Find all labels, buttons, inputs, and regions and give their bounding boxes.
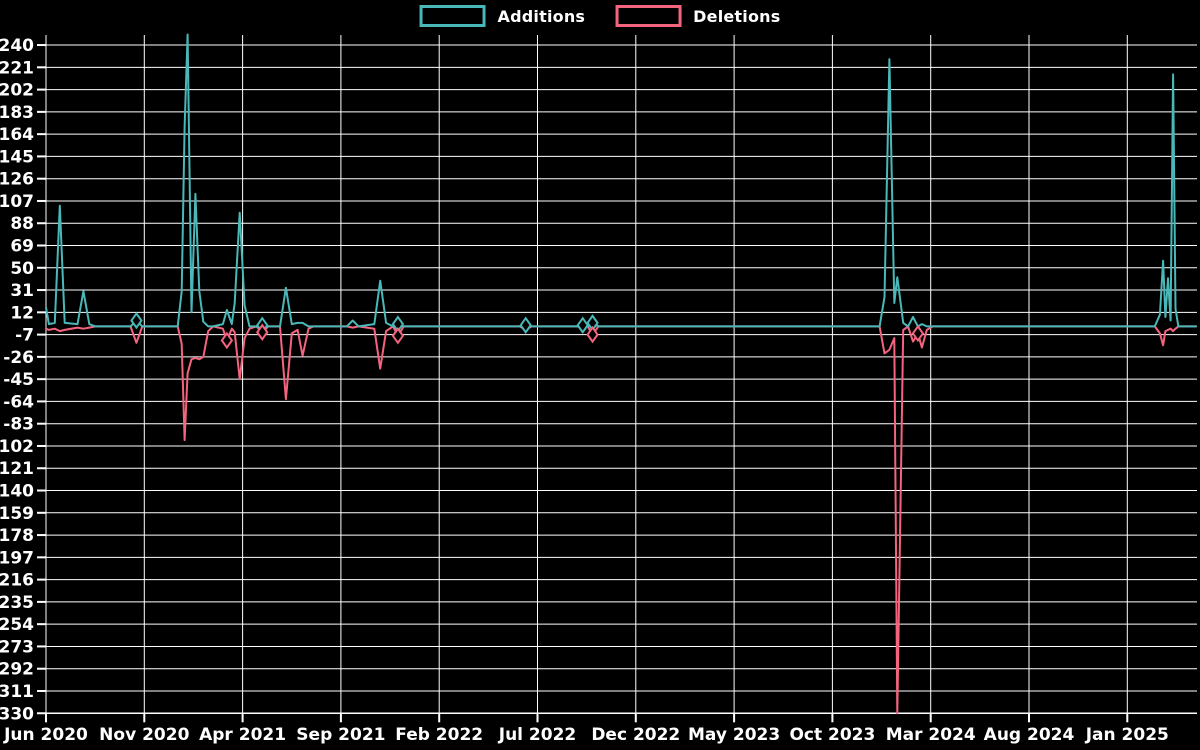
x-tick-label: Oct 2023 bbox=[789, 725, 875, 745]
legend-label-additions: Additions bbox=[497, 6, 586, 26]
x-tick-label: Mar 2024 bbox=[886, 725, 976, 745]
additions-swatch bbox=[419, 5, 486, 27]
y-tick-label: 202 bbox=[0, 81, 34, 101]
y-tick-label: 221 bbox=[0, 58, 34, 78]
y-tick-label: -64 bbox=[3, 392, 34, 412]
y-tick-label: -102 bbox=[0, 437, 34, 457]
x-tick-label: Jun 2020 bbox=[3, 725, 88, 745]
y-tick-label: -159 bbox=[0, 504, 34, 524]
y-tick-label: -178 bbox=[0, 526, 34, 546]
legend-label-deletions: Deletions bbox=[693, 6, 781, 26]
x-tick-label: Nov 2020 bbox=[99, 725, 189, 745]
y-tick-label: -7 bbox=[15, 326, 34, 346]
y-tick-label: -330 bbox=[0, 704, 34, 724]
y-tick-label: 183 bbox=[0, 103, 34, 123]
y-tick-label: 12 bbox=[10, 303, 34, 323]
deletions-diamond-marker bbox=[911, 324, 925, 343]
additions-diamond-marker bbox=[576, 316, 589, 334]
deletions-diamond-marker bbox=[256, 323, 269, 341]
additions-line bbox=[45, 33, 1198, 328]
chart-legend: Additions Deletions bbox=[419, 5, 781, 27]
x-tick-label: Sep 2021 bbox=[296, 725, 385, 745]
y-tick-label: -45 bbox=[3, 370, 34, 390]
y-tick-label: 240 bbox=[0, 36, 34, 56]
x-tick-label: Aug 2024 bbox=[984, 725, 1075, 745]
deletions-diamond-marker bbox=[220, 331, 234, 350]
legend-item-deletions[interactable]: Deletions bbox=[615, 5, 780, 27]
x-tick-label: May 2023 bbox=[688, 725, 780, 745]
y-tick-label: -311 bbox=[0, 682, 34, 702]
y-tick-label: 145 bbox=[0, 147, 34, 167]
y-tick-label: -26 bbox=[3, 348, 34, 368]
deletions-line bbox=[45, 325, 1198, 715]
x-tick-label: Feb 2022 bbox=[395, 725, 483, 745]
deletions-diamond-marker bbox=[586, 325, 599, 344]
y-tick-label: -121 bbox=[0, 459, 34, 479]
additions-diamond-marker bbox=[519, 316, 532, 334]
y-tick-label: -292 bbox=[0, 660, 34, 680]
y-tick-label: -235 bbox=[0, 593, 34, 613]
x-tick-label: Dec 2022 bbox=[591, 725, 680, 745]
y-tick-label: 50 bbox=[10, 259, 34, 279]
y-tick-label: -216 bbox=[0, 571, 34, 591]
x-tick-label: Jan 2025 bbox=[1085, 725, 1169, 745]
y-tick-label: -140 bbox=[0, 482, 34, 502]
additions-diamond-marker bbox=[130, 311, 143, 330]
y-tick-label: 69 bbox=[10, 237, 34, 257]
deletions-diamond-marker bbox=[391, 327, 405, 345]
y-tick-label: -273 bbox=[0, 637, 34, 657]
y-tick-label: 107 bbox=[0, 192, 34, 212]
deletions-swatch bbox=[615, 5, 682, 27]
x-tick-label: Jul 2022 bbox=[498, 725, 577, 745]
y-tick-label: 126 bbox=[0, 170, 34, 190]
y-tick-label: 88 bbox=[10, 214, 34, 234]
legend-item-additions[interactable]: Additions bbox=[419, 5, 586, 27]
y-tick-label: -197 bbox=[0, 548, 34, 568]
x-tick-label: Apr 2021 bbox=[199, 725, 286, 745]
y-tick-label: 164 bbox=[0, 125, 34, 145]
y-tick-label: 31 bbox=[10, 281, 34, 301]
y-tick-label: -83 bbox=[3, 415, 34, 435]
y-tick-label: -254 bbox=[0, 615, 34, 635]
